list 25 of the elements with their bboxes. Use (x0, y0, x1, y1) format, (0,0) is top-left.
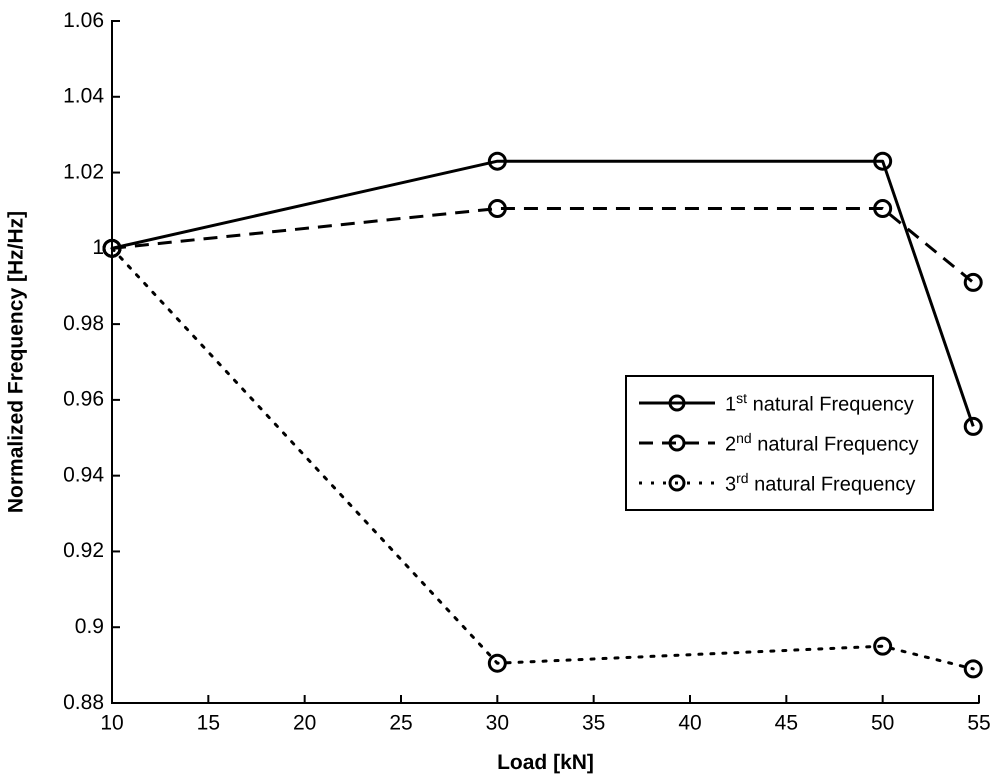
x-tick-label: 10 (100, 711, 124, 734)
y-tick-label: 1.04 (63, 84, 104, 108)
x-tick-label: 50 (870, 711, 894, 734)
legend-label: 1$^{st}$ natural Frequency (725, 390, 914, 416)
y-axis-title: Normalized Frequency [Hz/Hz] (4, 210, 28, 514)
y-tick-label: 1 (92, 236, 104, 260)
legend-label: 2$^{nd}$ natural Frequency (725, 430, 918, 456)
x-tick-label: 15 (196, 711, 220, 734)
y-tick-label: 1.02 (63, 160, 104, 184)
x-tick-label: 40 (678, 711, 702, 734)
y-tick-label: 0.9 (74, 615, 104, 638)
x-tick-label: 25 (389, 711, 413, 734)
y-tick-label: 0.92 (63, 539, 104, 562)
y-tick-label: 0.88 (63, 690, 104, 714)
x-tick-label: 30 (486, 711, 510, 734)
x-axis-title: Load [kN] (497, 751, 594, 774)
y-tick-label: 0.94 (63, 463, 104, 486)
x-tick-label: 35 (582, 711, 606, 734)
y-tick-label: 0.98 (63, 312, 104, 335)
legend-label: 3$^{rd}$ natural Frequency (725, 470, 916, 496)
y-tick-label: 1.06 (63, 8, 104, 32)
x-tick-label: 20 (292, 711, 316, 734)
x-tick-label: 45 (774, 711, 798, 734)
y-tick-label: 0.96 (63, 388, 104, 411)
x-tick-label: 55 (967, 711, 991, 734)
